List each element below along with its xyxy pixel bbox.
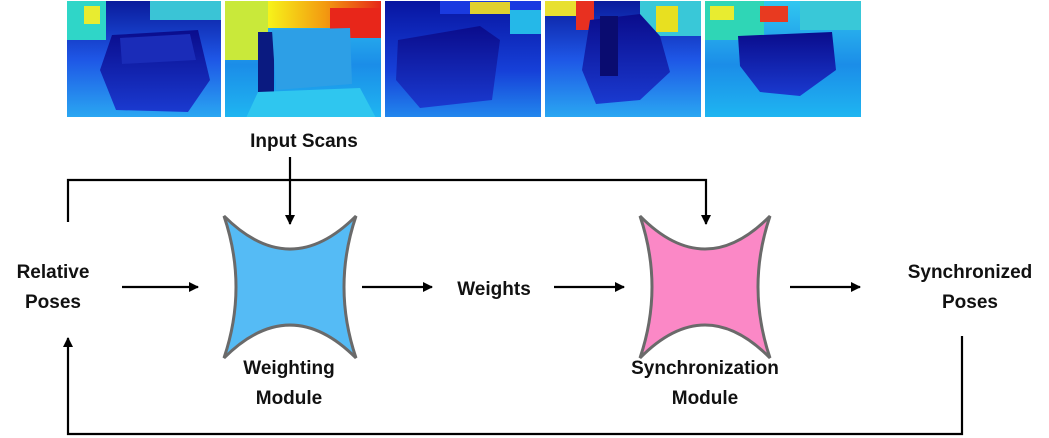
synchronized-poses-label: Poses <box>942 292 998 313</box>
feedback-loop-arrow <box>63 336 964 436</box>
synchronization-module-label: Module <box>672 388 739 409</box>
relative-poses-to-sync-arrow <box>66 178 711 225</box>
relative-poses-label: Poses <box>25 292 81 313</box>
depth-scan-image <box>543 0 703 119</box>
weighting-module-label: Weighting <box>243 358 334 379</box>
input-scans-label: Input Scans <box>250 131 358 152</box>
weighting-module-label: Module <box>256 388 323 409</box>
depth-scan-image <box>383 0 543 119</box>
depth-scan-image <box>703 0 863 119</box>
synchronized-poses-label: Synchronized <box>908 262 1033 283</box>
synchronization-module-label: Synchronization <box>631 358 779 379</box>
synchronization-module-shape <box>638 214 772 360</box>
input-scans-strip <box>65 0 863 119</box>
relative-poses-label: Relative <box>17 262 90 283</box>
depth-scan-image <box>223 0 383 119</box>
weights-label: Weights <box>457 279 531 300</box>
weighting-module-shape <box>222 214 358 360</box>
depth-scan-image <box>65 0 223 119</box>
